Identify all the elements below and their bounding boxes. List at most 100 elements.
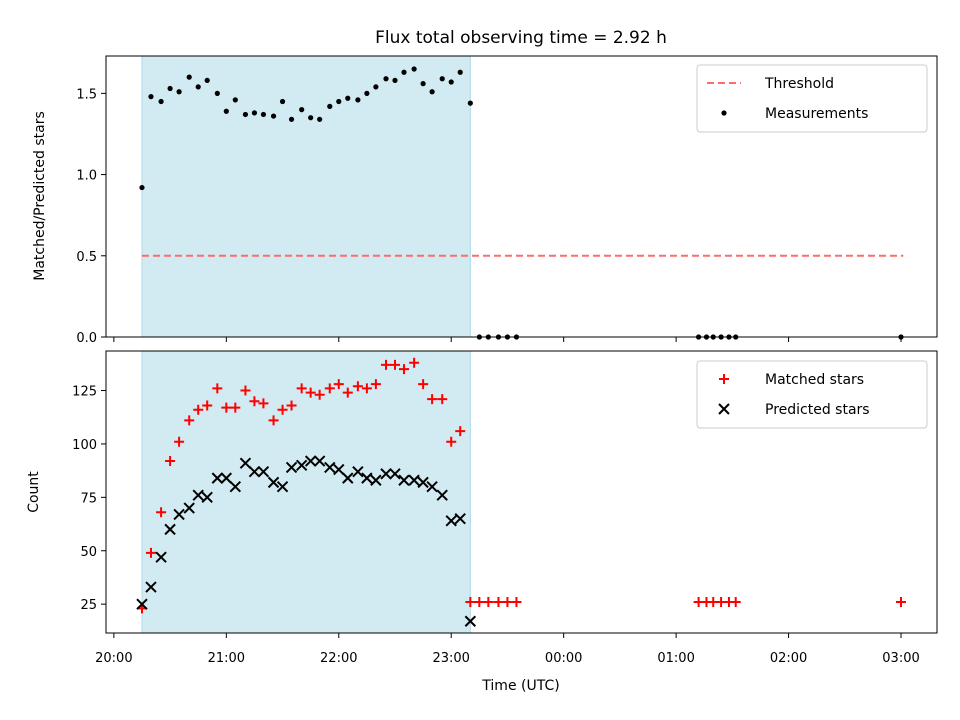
bottom-series-0-point <box>184 415 195 426</box>
bottom-series-1-point <box>324 461 336 474</box>
bottom-series-0-point <box>483 597 494 608</box>
top-series-0-point <box>411 66 417 72</box>
bottom-series-0-point <box>427 394 438 405</box>
top-series-0-point <box>148 94 154 100</box>
bottom-series-1-point <box>333 463 345 476</box>
bottom-series-0-point <box>409 357 420 368</box>
top-series-0-point <box>299 107 305 113</box>
bottom-series-0-point <box>493 597 504 608</box>
top-series-0-point <box>429 89 435 95</box>
bottom-legend-label: Predicted stars <box>765 402 870 418</box>
bottom-series-0-point <box>221 402 232 413</box>
x-tick-label: 23:00 <box>432 651 469 666</box>
top-legend: Threshold Measurements <box>696 64 928 133</box>
bottom-legend-label: Matched stars <box>765 372 864 388</box>
top-series-0-point <box>195 84 201 90</box>
x-tick-label: 20:00 <box>95 651 132 666</box>
chart-title: Flux total observing time = 2.92 h <box>375 28 667 48</box>
top-y-tick-label: 1.5 <box>76 87 97 102</box>
x-tick-label: 01:00 <box>657 651 694 666</box>
top-series-0-point <box>167 85 173 92</box>
top-y-tick-label: 0.5 <box>76 250 97 265</box>
bottom-series-0-point <box>268 415 279 426</box>
bottom-series-0-point <box>240 385 251 396</box>
bottom-legend: Matched stars Predicted stars <box>696 360 928 429</box>
top-series-0-point <box>345 95 351 101</box>
bottom-series-0-point <box>370 379 381 390</box>
bottom-y-axis-label: Count <box>26 471 42 513</box>
bottom-series-0-point <box>352 381 363 392</box>
bottom-series-0-point <box>502 597 513 608</box>
bottom-series-0-point <box>286 400 297 411</box>
bottom-shaded-span <box>141 350 471 634</box>
top-series-0-point <box>232 97 238 103</box>
top-series-0-point <box>288 116 295 122</box>
top-series-0-point <box>223 108 229 114</box>
bottom-series-1-point <box>211 472 224 484</box>
bottom-panel: Count 25 50 75 100 125 20:00 21:00 22:00 23:00 00… <box>26 350 938 666</box>
bottom-series-1-point <box>285 461 298 474</box>
top-series-0-point <box>214 90 220 96</box>
bottom-series-1-point <box>267 476 280 489</box>
bottom-series-0-point <box>145 547 156 558</box>
bottom-series-1-point <box>454 512 466 525</box>
bottom-series-1-point <box>295 459 308 472</box>
top-series-0-point <box>139 184 145 191</box>
bottom-series-1-point <box>304 455 317 467</box>
bottom-series-0-point <box>361 383 372 394</box>
bottom-axes-frame <box>105 350 938 634</box>
top-series-0-point <box>364 90 370 96</box>
top-series-0-point <box>467 100 473 106</box>
bottom-series-1-point <box>155 551 167 563</box>
bottom-series-1-point <box>352 465 364 478</box>
top-panel: Matched/Predicted stars 0.0 0.5 1.0 1.5 Thre… <box>32 55 938 346</box>
bottom-series-1-point <box>380 468 392 480</box>
top-series-0-point <box>279 98 286 105</box>
bottom-series-0-point <box>296 383 307 394</box>
top-series-0-point <box>260 111 267 118</box>
bottom-series-0-point <box>389 359 400 370</box>
bottom-legend-swatch <box>719 374 729 384</box>
bottom-series-1-point <box>220 472 233 484</box>
top-series-0-point <box>158 98 164 105</box>
x-tick-label: 21:00 <box>208 651 245 666</box>
top-legend-label: Threshold <box>764 76 834 92</box>
bottom-series-0-point <box>314 389 325 400</box>
bottom-y-tick-label: 125 <box>72 385 97 400</box>
bottom-series-0-point <box>156 507 167 518</box>
top-series-0-point <box>308 115 314 121</box>
bottom-series-0-point <box>380 359 391 370</box>
top-series-0-point <box>420 81 426 87</box>
top-legend-box <box>696 64 928 133</box>
top-y-tick-label: 0.0 <box>76 331 97 346</box>
top-series-0-point <box>317 116 323 122</box>
top-series-0-point <box>251 110 258 116</box>
bottom-series-0-point <box>165 456 176 467</box>
top-series-0-point <box>270 113 277 119</box>
bottom-series-1-point <box>389 468 401 480</box>
top-series-0-point <box>242 111 249 118</box>
bottom-series-0-point <box>455 426 466 437</box>
bottom-series-0-point <box>730 597 741 608</box>
top-series-0-point <box>373 84 379 90</box>
bottom-series-1-point <box>192 489 204 501</box>
bottom-series-1-point <box>136 598 148 610</box>
top-series-0-point <box>176 89 182 95</box>
bottom-series-1-point <box>313 455 326 467</box>
bottom-series-0-point <box>418 379 429 390</box>
bottom-series-1-point <box>183 502 195 514</box>
top-y-axis-label: Matched/Predicted stars <box>32 111 48 281</box>
bottom-series-1-point <box>145 581 157 593</box>
top-shaded-span <box>141 55 471 338</box>
bottom-y-tick-label: 50 <box>80 545 97 560</box>
bottom-series-1-point <box>342 472 354 484</box>
bottom-series-1-point <box>370 474 382 486</box>
bottom-series-0-point <box>193 404 204 415</box>
bottom-series-1-point <box>464 615 477 627</box>
bottom-series-1-point <box>164 523 176 536</box>
bottom-series-1-point <box>257 465 270 478</box>
bottom-series-0-point <box>511 597 522 608</box>
x-tick-label: 00:00 <box>545 651 582 666</box>
top-series-0-point <box>457 69 463 75</box>
